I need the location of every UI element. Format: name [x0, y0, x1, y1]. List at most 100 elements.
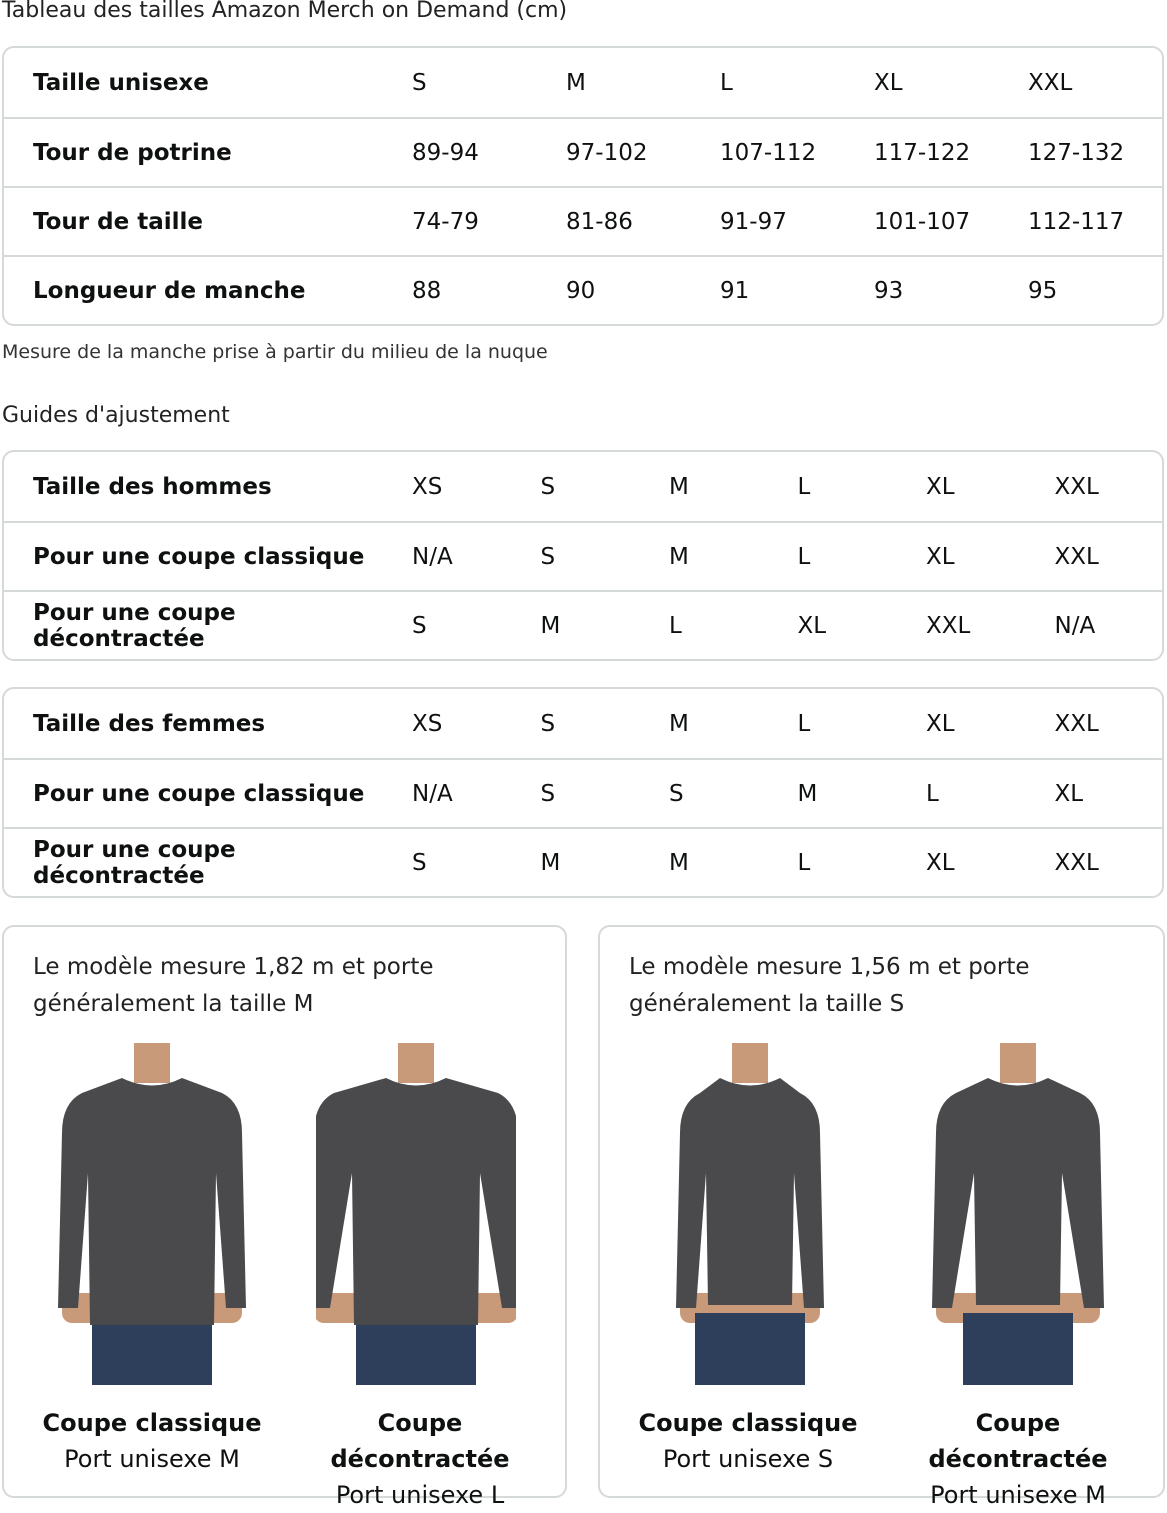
size-chart-title: Tableau des tailles Amazon Merch on Dema…	[2, 0, 568, 23]
table-cell: M	[540, 849, 561, 876]
row-label: Tour de taille	[33, 208, 203, 235]
table-cell: XXL	[1054, 473, 1099, 500]
table-cell: L	[797, 849, 811, 876]
neck	[1000, 1043, 1036, 1083]
fit-guide-heading: Guides d'ajustement	[2, 403, 230, 428]
table-row: Pour une coupe classique N/A S S M L XL	[4, 758, 1162, 827]
table-row: Taille des hommes XS S M L XL XXL	[4, 452, 1162, 521]
shirt	[310, 1078, 522, 1325]
fit-size: Port unisexe L	[335, 1481, 505, 1509]
row-label: Longueur de manche	[33, 277, 306, 304]
shirt	[676, 1078, 824, 1308]
table-cell: S	[540, 473, 556, 500]
table-cell: XL	[926, 710, 955, 737]
table-row: Longueur de manche 88 90 91 93 95	[4, 255, 1162, 324]
table-cell: XL	[926, 543, 955, 570]
shirt	[58, 1078, 246, 1325]
model-caption: Le modèle mesure 1,82 m et porte général…	[33, 954, 434, 1017]
table-cell: XL	[1054, 780, 1084, 807]
table-cell: L	[720, 69, 733, 96]
table-cell: 117-122	[874, 139, 971, 166]
women-model-card: Le modèle mesure 1,56 m et porte général…	[598, 925, 1165, 1509]
table-cell: 127-132	[1028, 139, 1125, 166]
table-cell: XS	[412, 710, 443, 737]
model-photo-women-classic	[650, 1043, 850, 1385]
unisex-size-table: Taille unisexe S M L XL XXL Tour de potrine 89-…	[2, 46, 1164, 326]
table-cell: XL	[874, 69, 903, 96]
table-cell: L	[797, 543, 811, 570]
table-cell: 89-94	[412, 139, 479, 166]
row-label: Taille unisexe	[33, 69, 209, 96]
model-photo-men-relaxed	[310, 1043, 522, 1385]
table-cell: 112-117	[1028, 208, 1125, 235]
table-cell: S	[669, 780, 684, 807]
table-cell: 107-112	[720, 139, 817, 166]
table-row: Taille unisexe S M L XL XXL	[4, 48, 1162, 117]
table-cell: N/A	[412, 780, 453, 807]
table-row: Pour une coupe classique N/A S M L XL XXL	[4, 521, 1162, 590]
table-cell: 81-86	[566, 208, 633, 235]
table-cell: S	[412, 612, 427, 639]
table-cell: XXL	[1028, 69, 1073, 96]
row-label: Taille des hommes	[33, 473, 272, 500]
neck	[732, 1043, 768, 1083]
jeans	[963, 1313, 1073, 1385]
table-cell: 93	[874, 277, 904, 304]
table-cell: 88	[412, 277, 442, 304]
table-cell: 91-97	[720, 208, 787, 235]
table-cell: S	[540, 780, 556, 807]
table-cell: L	[797, 473, 811, 500]
fit-label: Coupe classique Port unisexe M	[17, 1405, 287, 1477]
table-cell: M	[669, 473, 689, 500]
fit-size: Port unisexe S	[662, 1445, 834, 1473]
row-label: Pour une coupe classique	[33, 543, 365, 570]
table-row: Tour de potrine 89-94 97-102 107-112 117-122…	[4, 117, 1162, 186]
table-cell: XL	[926, 473, 955, 500]
fit-size: Port unisexe M	[64, 1445, 240, 1473]
table-cell: XL	[926, 849, 955, 876]
table-cell: N/A	[412, 543, 453, 570]
table-cell: M	[797, 780, 818, 807]
table-cell: S	[412, 849, 427, 876]
table-cell: 97-102	[566, 139, 648, 166]
fit-label: Coupe classique Port unisexe S	[613, 1405, 883, 1477]
jeans	[695, 1313, 805, 1385]
women-fit-table: Taille des femmes XS S M L XL XXL Pour une coup…	[2, 687, 1164, 898]
table-cell: M	[669, 543, 689, 570]
table-row: Pour une coupe décontractée S M L XL XXL N/A	[4, 590, 1162, 659]
men-model-card: Le modèle mesure 1,82 m et porte général…	[2, 925, 567, 1509]
fit-name: Coupe classique	[638, 1409, 858, 1437]
table-cell: L	[669, 612, 682, 639]
table-cell: M	[669, 710, 689, 737]
fit-label: Coupe décontractée Port unisexe M	[883, 1405, 1153, 1513]
model-photo-men-classic	[52, 1043, 252, 1385]
table-cell: XS	[412, 473, 443, 500]
men-fit-table: Taille des hommes XS S M L XL XXL Pour une coup…	[2, 450, 1164, 661]
model-photo-women-relaxed	[918, 1043, 1118, 1385]
table-cell: L	[926, 780, 939, 807]
table-cell: N/A	[1054, 612, 1096, 639]
table-cell: 101-107	[874, 208, 971, 235]
table-row: Taille des femmes XS S M L XL XXL	[4, 689, 1162, 758]
sleeve-note: Mesure de la manche prise à partir du mi…	[2, 341, 548, 363]
fit-name: Coupe décontractée	[330, 1409, 510, 1473]
row-label: Pour une coupe décontractée	[33, 599, 236, 652]
table-row: Pour une coupe décontractée S M M L XL XXL	[4, 827, 1162, 896]
fit-name: Coupe classique	[42, 1409, 262, 1437]
table-cell: 95	[1028, 277, 1058, 304]
row-label: Tour de potrine	[33, 139, 232, 166]
table-cell: XL	[797, 612, 827, 639]
table-cell: S	[540, 710, 556, 737]
model-caption: Le modèle mesure 1,56 m et porte général…	[629, 954, 1030, 1017]
table-cell: S	[412, 69, 427, 96]
table-cell: 91	[720, 277, 750, 304]
neck	[134, 1043, 170, 1083]
table-cell: M	[566, 69, 586, 96]
table-cell: XXL	[1054, 849, 1099, 876]
row-label: Pour une coupe décontractée	[33, 836, 236, 889]
row-label: Pour une coupe classique	[33, 780, 365, 807]
table-cell: XXL	[926, 612, 971, 639]
neck	[398, 1043, 434, 1083]
fit-size: Port unisexe M	[930, 1481, 1106, 1509]
table-cell: XXL	[1054, 543, 1099, 570]
